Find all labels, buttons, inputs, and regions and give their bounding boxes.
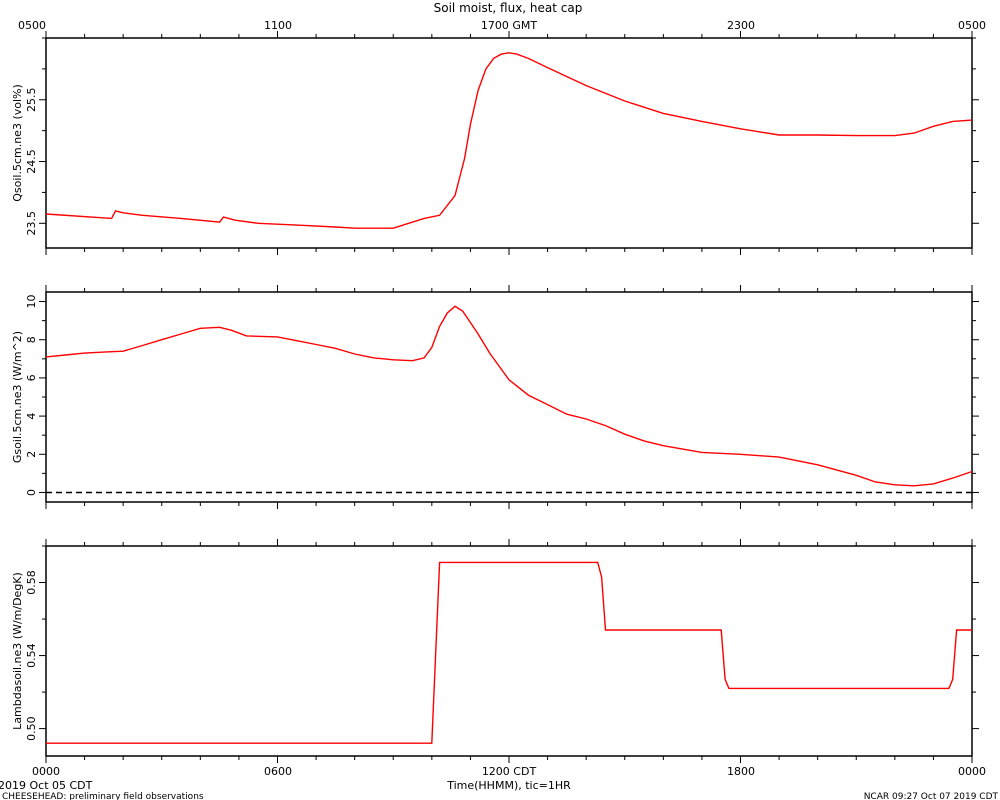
y-tick-label: 0.58 — [25, 570, 38, 595]
plot-frame — [45, 291, 973, 503]
y-tick-label: 0.50 — [25, 716, 38, 741]
y-axis-label: Qsoil.5cm.ne3 (vol%) — [11, 84, 24, 202]
x-axis-label: Time(HHMM), tic=1HR — [446, 779, 571, 792]
y-tick-label: 8 — [25, 336, 38, 343]
top-tick-label: 0500 — [958, 19, 986, 32]
y-axis-label: Gsoil.5cm.ne3 (W/m^2) — [11, 331, 24, 463]
chart-title: Soil moist, flux, heat cap — [434, 1, 583, 15]
top-tick-label: 2300 — [727, 19, 755, 32]
y-tick-label: 24.5 — [25, 149, 38, 174]
y-tick-label: 2 — [25, 451, 38, 458]
footer-timestamp: NCAR 09:27 Oct 07 2019 CDT — [864, 792, 999, 800]
footer-project: CHEESEHEAD: preliminary field observatio… — [2, 792, 204, 800]
y-tick-label: 23.5 — [25, 211, 38, 236]
y-axis-label: Lambdasoil.ne3 (W/m/DegK) — [11, 572, 24, 730]
y-tick-label: 0 — [25, 489, 38, 496]
footer-date: 2019 Oct 05 CDT — [0, 779, 93, 792]
y-tick-label: 4 — [25, 413, 38, 420]
plot-frame — [45, 545, 973, 757]
bottom-tick-label: 1200 CDT — [482, 765, 537, 778]
y-tick-label: 6 — [25, 374, 38, 381]
series-line — [45, 305, 973, 487]
bottom-tick-label: 0000 — [32, 765, 60, 778]
top-tick-label: 1700 GMT — [481, 19, 538, 32]
bottom-tick-label: 1800 — [727, 765, 755, 778]
y-tick-label: 10 — [25, 295, 38, 309]
bottom-tick-label: 0600 — [264, 765, 292, 778]
series-line — [46, 561, 972, 744]
top-tick-label: 0500 — [18, 19, 46, 32]
top-tick-label: 1100 — [264, 19, 292, 32]
panel-2: 0 2 4 6 8 10 Gsoil.5cm.ne3 (W/m^2) — [11, 285, 979, 509]
top-axis: 0500 1100 1700 GMT 2300 0500 — [18, 19, 986, 32]
plot-frame — [45, 37, 973, 249]
series-line — [45, 52, 973, 229]
bottom-tick-label: 0000 — [958, 765, 986, 778]
bottom-axis: 0000 0600 1200 CDT 1800 0000 Time(HHMM),… — [32, 765, 986, 792]
y-tick-label: 25.5 — [25, 88, 38, 113]
y-tick-label: 0.54 — [25, 643, 38, 668]
